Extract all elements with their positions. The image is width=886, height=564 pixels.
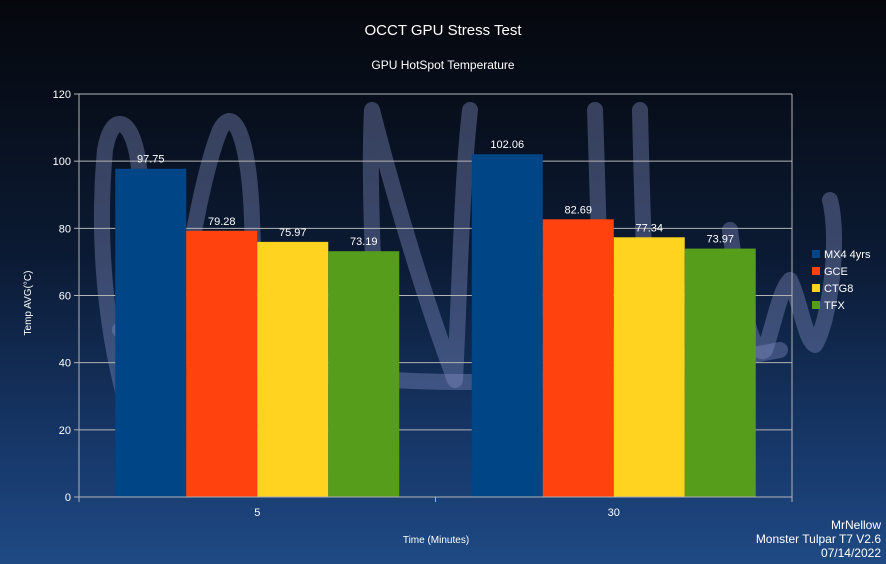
legend-label: CTG8: [824, 283, 853, 295]
bar: [542, 219, 614, 497]
data-label: 75.97: [279, 227, 307, 239]
data-label: 79.28: [208, 216, 236, 228]
data-label: 77.34: [635, 222, 663, 234]
data-labels: 97.75 79.28 75.97 73.19 102.06 82.69 77.34 73.9…: [137, 139, 734, 248]
footer-device: Monster Tulpar T7 V2.6: [756, 532, 882, 546]
chart-title: OCCT GPU Stress Test: [365, 22, 523, 39]
bar: [257, 241, 329, 497]
legend-label: TFX: [824, 300, 845, 312]
x-tick-label: 30: [608, 507, 620, 519]
x-axis-title: Time (Minutes): [403, 535, 469, 546]
x-tick-label: 5: [254, 507, 260, 519]
legend-swatch: [812, 284, 820, 292]
data-label: 97.75: [137, 154, 165, 166]
legend-label: MX4 4yrs: [824, 249, 871, 261]
legend: MX4 4yrs GCE CTG8 TFX: [812, 249, 871, 312]
y-tick-label: 40: [59, 358, 71, 370]
bar: [328, 251, 400, 497]
bars: [115, 154, 756, 498]
bar: [684, 248, 756, 497]
legend-swatch: [812, 301, 820, 309]
y-tick-label: 120: [53, 89, 71, 101]
bar: [115, 168, 187, 498]
data-label: 102.06: [490, 139, 524, 151]
footer-date: 07/14/2022: [821, 546, 881, 560]
y-axis-ticks: 0 20 40 60 80 100 120: [53, 89, 79, 504]
y-tick-label: 0: [65, 492, 71, 504]
data-label: 73.97: [706, 234, 734, 246]
bar: [186, 230, 258, 497]
legend-label: GCE: [824, 266, 848, 278]
y-tick-label: 80: [59, 223, 71, 235]
legend-swatch: [812, 267, 820, 275]
x-axis-ticks: 5 30: [78, 496, 793, 519]
data-label: 73.19: [350, 236, 378, 248]
chart-subtitle: GPU HotSpot Temperature: [371, 58, 515, 72]
data-label: 82.69: [564, 204, 592, 216]
y-tick-label: 100: [53, 156, 71, 168]
footer-author: MrNellow: [831, 518, 881, 532]
y-tick-label: 20: [59, 425, 71, 437]
y-tick-label: 60: [59, 291, 71, 303]
bar: [613, 237, 685, 498]
y-axis-title: Temp AVG(°C): [23, 271, 34, 336]
bar: [471, 154, 543, 497]
legend-swatch: [812, 250, 820, 258]
